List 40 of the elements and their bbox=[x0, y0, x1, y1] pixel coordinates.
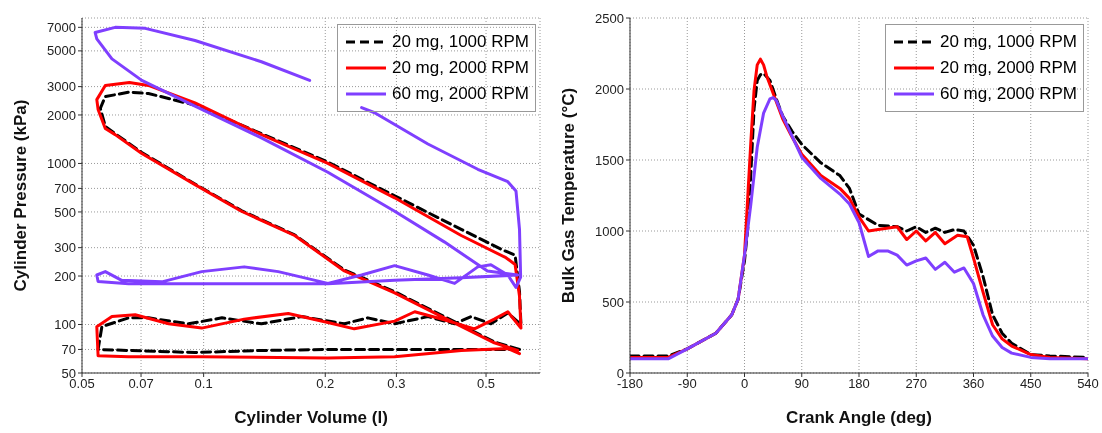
x-tick-label: 540 bbox=[1077, 376, 1099, 392]
y-axis-title: Cylinder Pressure (kPa) bbox=[11, 99, 31, 292]
x-tick-label: 0.3 bbox=[387, 376, 406, 392]
x-tick-label: 360 bbox=[962, 376, 985, 392]
y-tick-label: 7000 bbox=[47, 19, 76, 35]
y-tick-label: 3000 bbox=[47, 79, 76, 95]
x-axis-title: Cylinder Volume (l) bbox=[234, 408, 388, 427]
y-tick-label: 500 bbox=[54, 204, 76, 220]
y-tick-label: 1500 bbox=[595, 152, 624, 168]
legend-label: 60 mg, 2000 RPM bbox=[939, 84, 1077, 104]
x-axis-title: Crank Angle (deg) bbox=[786, 408, 932, 427]
y-tick-label: 5000 bbox=[47, 43, 76, 59]
y-tick-label: 700 bbox=[54, 181, 76, 197]
x-tick-label: 0.07 bbox=[128, 376, 154, 392]
y-tick-label: 100 bbox=[54, 317, 76, 333]
x-tick-label: 450 bbox=[1019, 376, 1042, 392]
y-tick-label: 2000 bbox=[47, 107, 76, 123]
y-tick-label: 1000 bbox=[47, 156, 76, 172]
x-tick-label: 0 bbox=[740, 376, 749, 392]
legend-label: 20 mg, 1000 RPM bbox=[939, 32, 1077, 52]
legend-label: 60 mg, 2000 RPM bbox=[391, 84, 529, 104]
legend-label: 20 mg, 2000 RPM bbox=[391, 58, 529, 78]
y-tick-label: 2000 bbox=[595, 81, 624, 97]
legend-label: 20 mg, 2000 RPM bbox=[939, 58, 1077, 78]
x-tick-label: -90 bbox=[677, 376, 697, 392]
y-tick-label: 300 bbox=[54, 240, 76, 256]
y-tick-label: 70 bbox=[61, 342, 76, 358]
y-tick-label: 0 bbox=[616, 365, 624, 381]
x-tick-label: 180 bbox=[848, 376, 870, 392]
y-axis-title: Bulk Gas Temperature (°C) bbox=[559, 87, 579, 304]
x-tick-label: 0.2 bbox=[316, 376, 335, 392]
x-tick-label: 270 bbox=[905, 376, 928, 392]
x-tick-label: 0.5 bbox=[477, 376, 496, 392]
legend-label: 20 mg, 1000 RPM bbox=[391, 32, 529, 52]
x-tick-label: 90 bbox=[794, 376, 809, 392]
x-tick-label: 0.1 bbox=[194, 376, 213, 392]
y-tick-label: 500 bbox=[602, 294, 624, 310]
y-tick-label: 1000 bbox=[595, 223, 624, 239]
y-tick-label: 2500 bbox=[595, 10, 624, 26]
y-tick-label: 200 bbox=[54, 268, 76, 284]
